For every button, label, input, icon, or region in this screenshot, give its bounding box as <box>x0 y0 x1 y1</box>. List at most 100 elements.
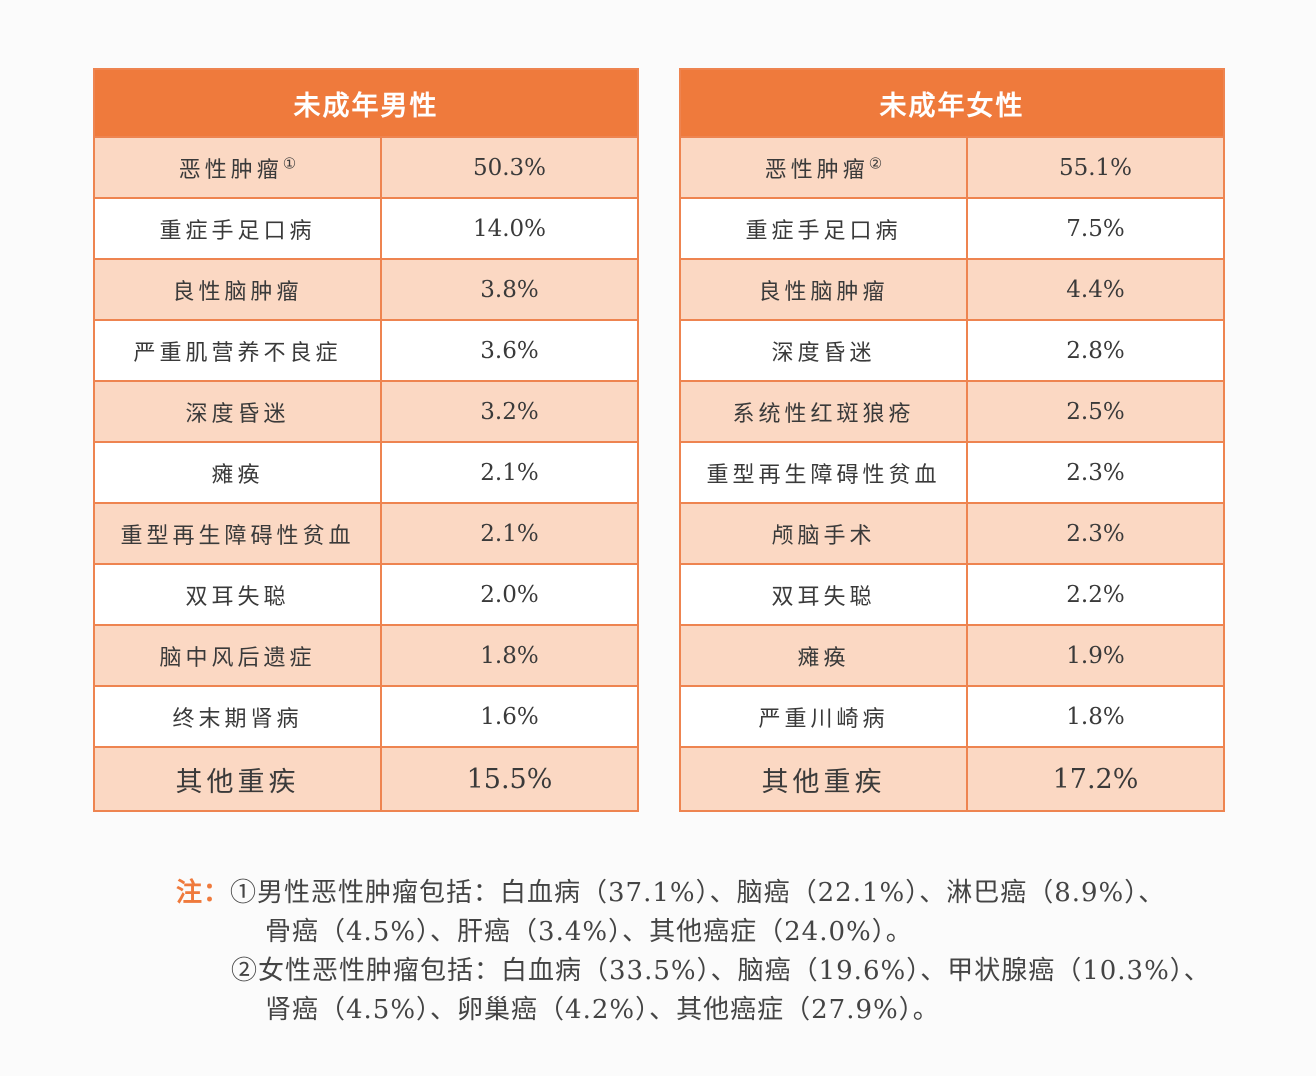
footnote-marker: ① <box>282 154 297 173</box>
disease-name: 恶性肿瘤 <box>178 157 283 183</box>
table-row: 终末期肾病 1.6% <box>95 685 637 747</box>
footnotes: 注：①男性恶性肿瘤包括：白血病（37.1%）、脑癌（22.1%）、淋巴癌（8.9… <box>176 874 1256 1030</box>
disease-name-cell: 重型再生障碍性贫血 <box>95 502 382 564</box>
table-row: 瘫痪 2.1% <box>95 441 637 503</box>
footnote-line-3: ②女性恶性肿瘤包括：白血病（33.5%）、脑癌（19.6%）、甲状腺癌（10.3… <box>231 956 1211 986</box>
table-row: 恶性肿瘤② 55.1% <box>681 138 1223 198</box>
male-table-title: 未成年男性 <box>95 70 637 138</box>
percentage-cell: 1.8% <box>967 685 1223 747</box>
table-row: 系统性红斑狼疮 2.5% <box>681 380 1223 442</box>
percentage-cell: 15.5% <box>381 746 637 810</box>
male-table-panel: 未成年男性 恶性肿瘤① 50.3% 重症手足口病 14.0% 良性脑肿瘤 3.8% 严重肌营… <box>93 68 639 812</box>
disease-name: 重症手足口病 <box>159 218 316 244</box>
female-table-panel: 未成年女性 恶性肿瘤② 55.1% 重症手足口病 7.5% 良性脑肿瘤 4.4% 深度昏迷 2… <box>679 68 1225 812</box>
table-row: 其他重疾 15.5% <box>95 746 637 810</box>
disease-name-cell: 深度昏迷 <box>95 380 382 442</box>
disease-name: 良性脑肿瘤 <box>758 279 889 305</box>
percentage-cell: 2.3% <box>967 502 1223 564</box>
percentage-cell: 2.2% <box>967 563 1223 625</box>
note-label: 注： <box>176 878 231 908</box>
disease-name: 瘫痪 <box>797 645 850 671</box>
male-table: 恶性肿瘤① 50.3% 重症手足口病 14.0% 良性脑肿瘤 3.8% 严重肌营养不良症 3.… <box>95 138 637 810</box>
table-row: 重症手足口病 7.5% <box>681 197 1223 259</box>
disease-name: 重症手足口病 <box>745 218 902 244</box>
disease-name-cell: 终末期肾病 <box>95 685 382 747</box>
table-row: 严重肌营养不良症 3.6% <box>95 319 637 381</box>
table-row: 良性脑肿瘤 4.4% <box>681 258 1223 320</box>
table-row: 其他重疾 17.2% <box>681 746 1223 810</box>
female-table: 恶性肿瘤② 55.1% 重症手足口病 7.5% 良性脑肿瘤 4.4% 深度昏迷 2.8% 系统性… <box>681 138 1223 810</box>
table-row: 深度昏迷 3.2% <box>95 380 637 442</box>
table-row: 重型再生障碍性贫血 2.1% <box>95 502 637 564</box>
percentage-cell: 7.5% <box>967 197 1223 259</box>
disease-name-cell: 脑中风后遗症 <box>95 624 382 686</box>
disease-name-cell: 系统性红斑狼疮 <box>681 380 968 442</box>
percentage-cell: 1.6% <box>381 685 637 747</box>
percentage-cell: 2.5% <box>967 380 1223 442</box>
footnote-line-4: 肾癌（4.5%）、卵巢癌（4.2%）、其他癌症（27.9%）。 <box>265 995 940 1025</box>
percentage-cell: 2.3% <box>967 441 1223 503</box>
disease-name: 其他重疾 <box>761 766 886 798</box>
disease-name-cell: 双耳失聪 <box>95 563 382 625</box>
percentage-cell: 2.8% <box>967 319 1223 381</box>
percentage-cell: 2.1% <box>381 502 637 564</box>
percentage-cell: 3.2% <box>381 380 637 442</box>
disease-name: 脑中风后遗症 <box>159 645 316 671</box>
disease-name: 良性脑肿瘤 <box>172 279 303 305</box>
disease-name-cell: 重症手足口病 <box>681 197 968 259</box>
disease-name-cell: 其他重疾 <box>95 746 382 810</box>
disease-name-cell: 深度昏迷 <box>681 319 968 381</box>
disease-name-cell: 其他重疾 <box>681 746 968 810</box>
disease-name: 严重川崎病 <box>758 706 889 732</box>
table-row: 良性脑肿瘤 3.8% <box>95 258 637 320</box>
table-row: 脑中风后遗症 1.8% <box>95 624 637 686</box>
disease-name: 颅脑手术 <box>771 523 876 549</box>
disease-name: 瘫痪 <box>211 462 264 488</box>
percentage-cell: 17.2% <box>967 746 1223 810</box>
table-row: 恶性肿瘤① 50.3% <box>95 138 637 198</box>
disease-name: 终末期肾病 <box>172 706 303 732</box>
disease-name: 其他重疾 <box>175 766 300 798</box>
table-row: 瘫痪 1.9% <box>681 624 1223 686</box>
table-row: 严重川崎病 1.8% <box>681 685 1223 747</box>
footnote-male-text: ①男性恶性肿瘤包括：白血病（37.1%）、脑癌（22.1%）、淋巴癌（8.9%）… <box>230 878 1166 908</box>
disease-name: 系统性红斑狼疮 <box>732 401 915 427</box>
female-table-title: 未成年女性 <box>681 70 1223 138</box>
disease-name-cell: 重型再生障碍性贫血 <box>681 441 968 503</box>
disease-name-cell: 瘫痪 <box>95 441 382 503</box>
percentage-cell: 4.4% <box>967 258 1223 320</box>
disease-name: 恶性肿瘤 <box>764 157 869 183</box>
table-row: 重症手足口病 14.0% <box>95 197 637 259</box>
table-row: 双耳失聪 2.0% <box>95 563 637 625</box>
percentage-cell: 50.3% <box>381 138 637 198</box>
disease-name-cell: 双耳失聪 <box>681 563 968 625</box>
percentage-cell: 1.8% <box>381 624 637 686</box>
disease-name-cell: 严重川崎病 <box>681 685 968 747</box>
percentage-cell: 14.0% <box>381 197 637 259</box>
disease-name-cell: 重症手足口病 <box>95 197 382 259</box>
table-row: 双耳失聪 2.2% <box>681 563 1223 625</box>
table-row: 颅脑手术 2.3% <box>681 502 1223 564</box>
disease-name: 重型再生障碍性贫血 <box>120 523 355 549</box>
disease-name-cell: 瘫痪 <box>681 624 968 686</box>
disease-name-cell: 严重肌营养不良症 <box>95 319 382 381</box>
disease-name: 双耳失聪 <box>771 584 876 610</box>
disease-name-cell: 良性脑肿瘤 <box>681 258 968 320</box>
disease-name-cell: 恶性肿瘤① <box>95 138 382 198</box>
disease-name: 深度昏迷 <box>771 340 876 366</box>
disease-name: 严重肌营养不良症 <box>133 340 342 366</box>
table-row: 深度昏迷 2.8% <box>681 319 1223 381</box>
percentage-cell: 2.0% <box>381 563 637 625</box>
percentage-cell: 3.6% <box>381 319 637 381</box>
disease-name: 深度昏迷 <box>185 401 290 427</box>
disease-name-cell: 良性脑肿瘤 <box>95 258 382 320</box>
footnote-line-2: 骨癌（4.5%）、肝癌（3.4%）、其他癌症（24.0%）。 <box>265 917 913 947</box>
percentage-cell: 1.9% <box>967 624 1223 686</box>
disease-name-cell: 颅脑手术 <box>681 502 968 564</box>
percentage-cell: 3.8% <box>381 258 637 320</box>
footnote-line-1: 注：①男性恶性肿瘤包括：白血病（37.1%）、脑癌（22.1%）、淋巴癌（8.9… <box>176 874 1256 913</box>
table-row: 重型再生障碍性贫血 2.3% <box>681 441 1223 503</box>
disease-name: 双耳失聪 <box>185 584 290 610</box>
footnote-marker: ② <box>868 154 883 173</box>
disease-name-cell: 恶性肿瘤② <box>681 138 968 198</box>
